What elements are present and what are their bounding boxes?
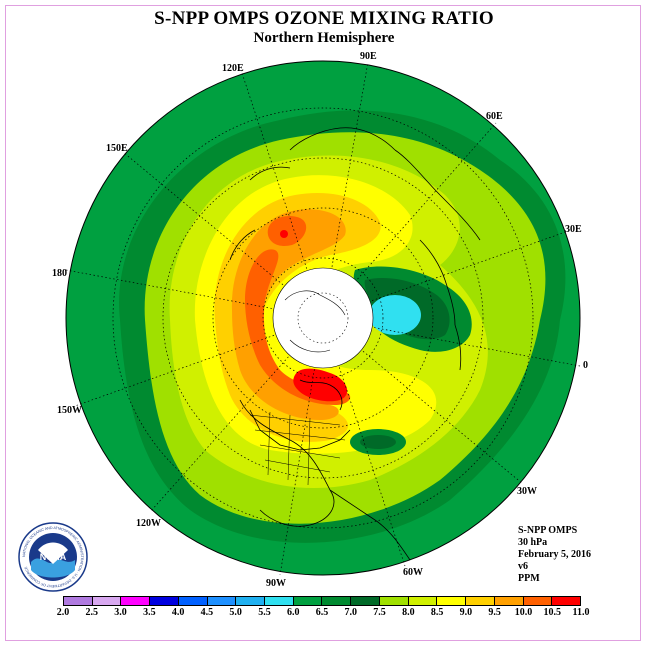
colorbar-swatch bbox=[207, 597, 237, 605]
colorbar-swatch bbox=[121, 597, 151, 605]
colorbar-tick-label: 9.0 bbox=[459, 607, 473, 618]
lon-label-90w: 90W bbox=[266, 578, 286, 589]
colorbar-swatch bbox=[523, 597, 553, 605]
colorbar-tick-label: 2.0 bbox=[56, 607, 70, 618]
ozone-field bbox=[66, 61, 580, 575]
colorbar-tick-label: 3.0 bbox=[114, 607, 127, 618]
info-units: PPM bbox=[518, 573, 540, 584]
polar-coastlines bbox=[284, 290, 346, 353]
colorbar-tick-label: 10.5 bbox=[543, 607, 561, 618]
polar-night-mask bbox=[272, 267, 374, 369]
colorbar-swatch bbox=[322, 597, 352, 605]
lon-label-30w: 30W bbox=[517, 486, 537, 497]
map-boundary bbox=[65, 60, 581, 576]
lon-label-90e: 90E bbox=[360, 51, 377, 62]
lon-label-120w: 120W bbox=[136, 518, 161, 529]
colorbar-tick-label: 6.5 bbox=[315, 607, 329, 618]
colorbar-swatch bbox=[150, 597, 179, 605]
colorbar-swatch bbox=[437, 597, 467, 605]
colorbar-tick-label: 8.0 bbox=[402, 607, 415, 618]
colorbar-tick-label: 4.0 bbox=[171, 607, 185, 618]
lon-label-180: 180 bbox=[52, 268, 67, 279]
coastlines bbox=[229, 127, 481, 561]
map-title: S-NPP OMPS OZONE MIXING RATIO bbox=[154, 8, 494, 29]
colorbar-tick-label: 8.5 bbox=[430, 607, 444, 618]
info-version: v6 bbox=[518, 561, 528, 572]
lon-label-30e: 30E bbox=[565, 224, 582, 235]
colorbar-swatch bbox=[64, 597, 93, 605]
colorbar-tick-label: 5.0 bbox=[229, 607, 242, 618]
colorbar-tick-label: 11.0 bbox=[572, 607, 590, 618]
noaa-logo-text: NOAA bbox=[40, 552, 67, 562]
info-instrument: S-NPP OMPS bbox=[518, 525, 578, 536]
colorbar-swatch bbox=[379, 597, 409, 605]
colorbar-tick-label: 3.5 bbox=[143, 607, 156, 618]
colorbar-swatch bbox=[92, 597, 122, 605]
colorbar-swatch bbox=[494, 597, 524, 605]
colorbar-tick-label: 10.0 bbox=[514, 607, 533, 618]
colorbar-swatch bbox=[408, 597, 438, 605]
colorbar-tick-label: 6.0 bbox=[286, 607, 300, 618]
colorbar-tick-label: 7.5 bbox=[373, 607, 386, 618]
colorbar-tick-label: 5.5 bbox=[258, 607, 271, 618]
state-borders bbox=[249, 411, 346, 486]
colorbar-tick-label: 7.0 bbox=[344, 607, 358, 618]
info-level: 30 hPa bbox=[518, 537, 548, 548]
band-9-5-north bbox=[267, 215, 307, 246]
figure-frame bbox=[5, 5, 641, 641]
band-9-5 bbox=[245, 249, 351, 405]
colorbar-swatch bbox=[351, 597, 380, 605]
product-info: S-NPP OMPS 30 hPa February 5, 2016 v6 PP… bbox=[518, 525, 591, 585]
colorbar-tick-label: 4.5 bbox=[200, 607, 214, 618]
colorbar-tick-label: 2.5 bbox=[85, 607, 99, 618]
lon-label-120e: 120E bbox=[222, 63, 244, 74]
colorbar-swatch bbox=[236, 597, 266, 605]
colorbar-ticks: 2.0 2.5 3.0 3.5 4.0 4.5 5.0 5.5 6.0 6.5 7.0 7.5 8.0 8… bbox=[57, 607, 590, 621]
lon-label-60e: 60E bbox=[486, 111, 503, 122]
graticule bbox=[65, 61, 581, 576]
band-10-0 bbox=[293, 368, 348, 402]
colorbar-swatch bbox=[293, 597, 323, 605]
lon-label-0: 0 bbox=[583, 360, 588, 371]
lon-label-150w: 150W bbox=[57, 405, 82, 416]
band-atlantic-low-inner bbox=[360, 435, 396, 449]
lon-label-60w: 60W bbox=[403, 567, 423, 578]
colorbar-tick-label: 9.5 bbox=[488, 607, 501, 618]
colorbar-swatch bbox=[265, 597, 294, 605]
map-subtitle: Northern Hemisphere bbox=[253, 30, 395, 46]
lon-label-150e: 150E bbox=[106, 143, 128, 154]
colorbar-swatch bbox=[178, 597, 208, 605]
noaa-logo: NOAA NATIONAL OCEANIC AND ATMOSPHERIC AD… bbox=[18, 522, 88, 592]
info-date: February 5, 2016 bbox=[518, 549, 592, 560]
colorbar-swatch bbox=[466, 597, 495, 605]
colorbar bbox=[63, 596, 581, 606]
colorbar-swatch bbox=[552, 597, 580, 605]
band-10-0-north bbox=[280, 230, 288, 238]
band-5-5 bbox=[369, 295, 421, 335]
